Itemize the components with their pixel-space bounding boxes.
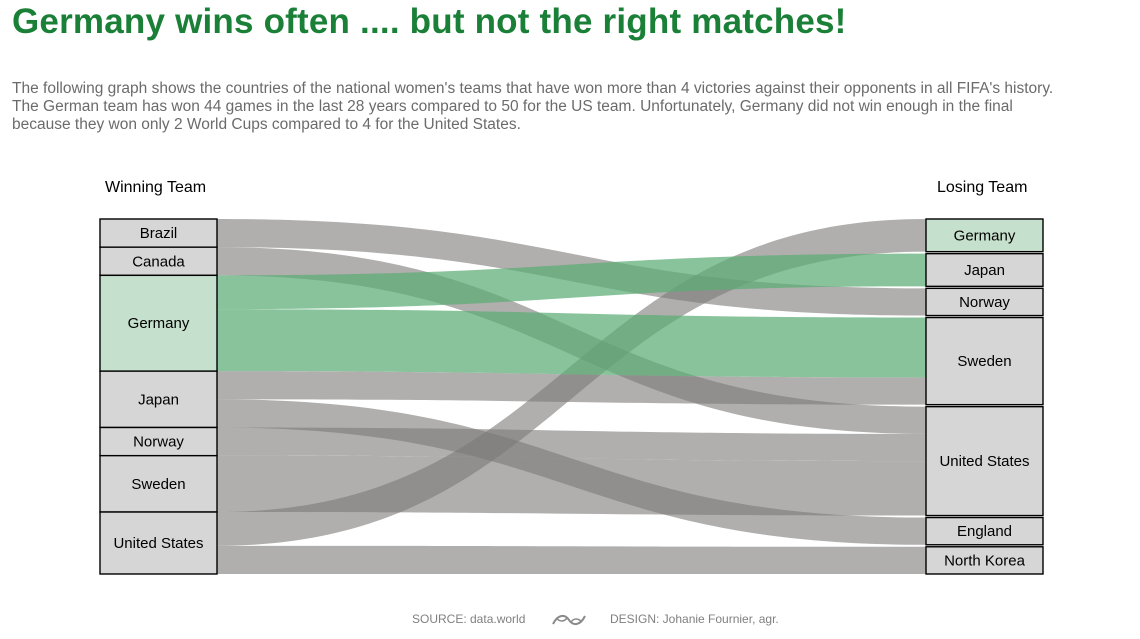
losing-team-header: Losing Team [937, 179, 1028, 196]
losing-team-node-label: Germany [954, 227, 1016, 244]
description-line: because they won only 2 World Cups compa… [12, 116, 521, 133]
description-line: The German team has won 44 games in the … [12, 98, 1013, 115]
losing-team-node [925, 516, 1044, 546]
winning-team-header: Winning Team [105, 179, 207, 196]
description-line: The following graph shows the countries … [12, 80, 1054, 97]
losing-team-node [925, 546, 1044, 575]
design-credit: DESIGN: Johanie Fournier, agr. [610, 612, 779, 626]
winning-team-node [99, 274, 218, 372]
sankey-link [217, 545, 926, 574]
sankey-link [217, 253, 926, 310]
source-credit: SOURCE: data.world [412, 612, 526, 626]
losing-team-node [925, 316, 1044, 406]
losing-team-node [925, 287, 1044, 317]
sankey-chart: Brazil Canada Germany Japan Norway Sweden Unit… [99, 218, 1044, 575]
ornament-logo-icon [552, 614, 586, 626]
losing-team-node-label: Japan [964, 262, 1005, 279]
losing-team-node-label: United States [939, 453, 1029, 470]
sankey-link [217, 427, 926, 462]
page-title: Germany wins often .... but not the righ… [12, 2, 847, 41]
winning-team-node-label: Japan [138, 391, 179, 408]
losing-team-node [925, 405, 1044, 517]
winning-team-node [99, 511, 218, 575]
losing-team-node [925, 218, 1044, 253]
winning-team-node [99, 426, 218, 457]
chart-description: The following graph shows the countries … [12, 80, 1140, 134]
winning-team-node-label: Norway [133, 434, 184, 451]
losing-team-node [925, 252, 1044, 288]
winning-team-node [99, 246, 218, 277]
winning-team-node-label: Sweden [131, 476, 185, 493]
losing-team-node-label: North Korea [944, 552, 1026, 569]
sankey-link [217, 219, 926, 546]
losing-team-node-label: England [957, 523, 1012, 540]
sankey-link [217, 309, 926, 378]
winning-team-node-label: Germany [128, 315, 190, 332]
winning-team-node-label: Brazil [140, 225, 178, 242]
losing-team-node-label: Sweden [957, 353, 1011, 370]
winning-team-node [99, 370, 218, 429]
winning-team-node-label: Canada [132, 253, 185, 270]
losing-team-node-label: Norway [959, 294, 1010, 311]
winning-team-node-label: United States [113, 535, 203, 552]
